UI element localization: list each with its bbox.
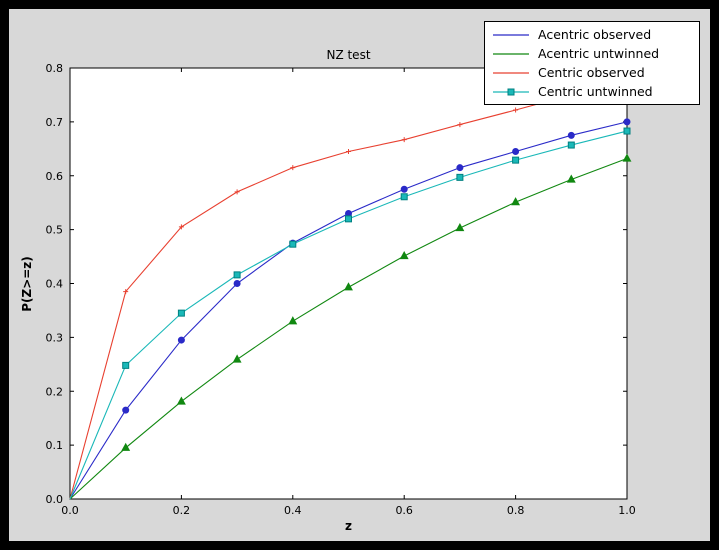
marker-square (567, 141, 575, 149)
legend-swatch-centric-untwinned (493, 88, 529, 95)
y-tick-label: 0.6 (46, 170, 64, 183)
y-tick-label: 0.7 (46, 116, 64, 129)
legend: Acentric observed Acentric untwinned Centr… (484, 21, 700, 105)
x-tick-label: 1.0 (618, 504, 636, 517)
marker-square (507, 88, 515, 95)
marker-circle (623, 118, 631, 126)
marker-plus (234, 189, 240, 195)
marker-circle (512, 148, 520, 156)
x-tick-label: 0.6 (395, 504, 413, 517)
marker-circle (567, 131, 575, 139)
marker-square (345, 215, 352, 223)
marker-square (623, 127, 631, 135)
y-axis-label: P(Z>=z) (20, 256, 34, 312)
y-tick-label: 0.8 (46, 62, 64, 75)
x-tick-label: 0.0 (61, 504, 79, 517)
marker-square (400, 193, 408, 201)
marker-circle (177, 336, 185, 344)
marker-triangle (232, 354, 242, 363)
marker-plus (346, 149, 351, 155)
y-tick-label: 0.5 (46, 224, 64, 237)
y-tick-label: 0.1 (46, 439, 64, 452)
legend-item-acentric-observed: Acentric observed (491, 26, 693, 43)
marker-square (122, 361, 130, 369)
legend-label-centric-observed: Centric observed (538, 65, 645, 80)
marker-circle (400, 185, 408, 193)
marker-circle (122, 406, 130, 414)
y-tick-label: 0.3 (46, 331, 64, 344)
legend-swatch-centric-observed (493, 71, 529, 74)
marker-triangle (511, 197, 521, 206)
y-tick-label: 0.2 (46, 385, 64, 398)
marker-triangle (622, 153, 632, 162)
legend-swatch-acentric-observed (493, 33, 529, 36)
legend-item-acentric-untwinned: Acentric untwinned (491, 45, 693, 62)
marker-circle (233, 280, 241, 287)
y-tick-label: 0.0 (46, 493, 64, 506)
x-axis-label: z (345, 519, 352, 533)
marker-plus (513, 107, 519, 113)
marker-square (233, 271, 241, 279)
marker-square (177, 309, 185, 317)
marker-plus (290, 165, 296, 171)
legend-label-centric-untwinned: Centric untwinned (538, 84, 653, 99)
marker-triangle (566, 174, 576, 183)
marker-square (289, 240, 297, 248)
marker-plus (123, 289, 129, 295)
marker-plus (457, 122, 463, 128)
x-tick-label: 0.2 (173, 504, 191, 517)
legend-swatch-acentric-untwinned (493, 52, 529, 55)
marker-square (456, 173, 464, 181)
marker-triangle (344, 282, 353, 291)
marker-plus (401, 137, 407, 143)
marker-triangle (176, 396, 186, 405)
legend-label-acentric-untwinned: Acentric untwinned (538, 46, 660, 61)
legend-item-centric-observed: Centric observed (491, 64, 693, 81)
legend-item-centric-untwinned: Centric untwinned (491, 83, 693, 100)
marker-triangle (121, 442, 131, 451)
x-tick-label: 0.4 (284, 504, 302, 517)
marker-triangle (399, 250, 409, 260)
marker-triangle (288, 316, 298, 325)
x-tick-label: 0.8 (507, 504, 525, 517)
marker-square (512, 156, 520, 164)
chart-title: NZ test (326, 48, 371, 62)
marker-plus (178, 224, 184, 230)
y-tick-label: 0.4 (46, 278, 64, 291)
marker-triangle (455, 222, 465, 232)
legend-label-acentric-observed: Acentric observed (538, 27, 652, 42)
marker-circle (456, 164, 464, 172)
